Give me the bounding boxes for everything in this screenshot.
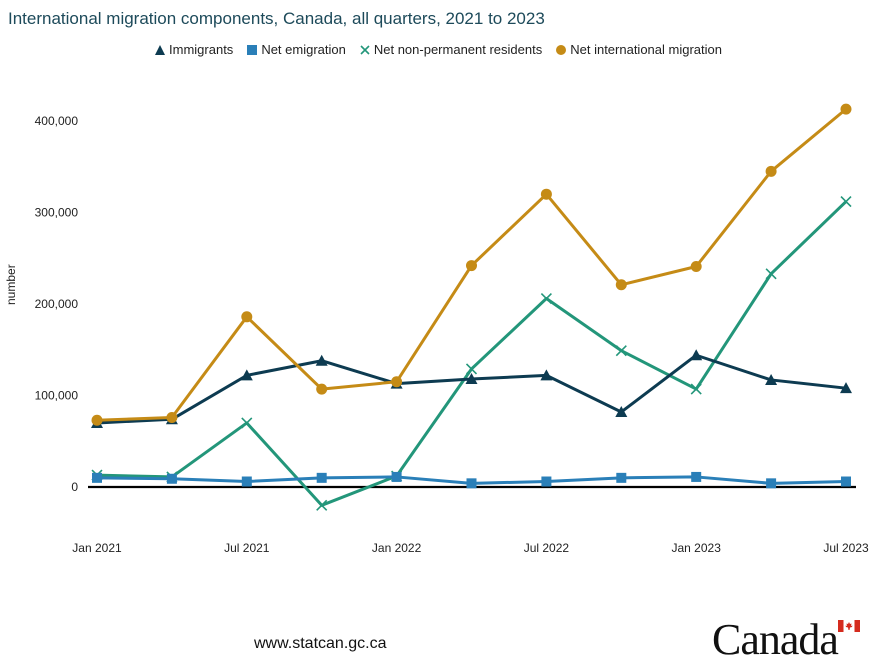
data-point xyxy=(540,369,553,381)
data-point xyxy=(615,345,627,357)
data-point xyxy=(466,478,477,489)
x-marker-icon xyxy=(360,44,370,55)
data-point xyxy=(766,478,777,489)
square-marker-icon xyxy=(247,44,258,55)
plot-area: 0 100,000 200,000 300,000 400,000 Jan 2021 Jul… xyxy=(35,103,869,555)
data-point xyxy=(91,414,103,426)
data-point xyxy=(690,383,702,395)
chart-title: International migration components, Cana… xyxy=(8,9,545,28)
data-point xyxy=(241,417,253,429)
data-point xyxy=(241,311,253,323)
x-tick-label: Jul 2022 xyxy=(524,541,570,555)
data-point xyxy=(316,499,328,511)
data-point xyxy=(391,471,402,482)
legend-item-immigrants[interactable]: Immigrants xyxy=(155,42,233,57)
data-point xyxy=(616,472,627,483)
legend: Immigrants Net emigration Net non-perman… xyxy=(0,42,877,57)
data-point xyxy=(840,103,852,115)
y-tick-label: 100,000 xyxy=(35,389,79,403)
y-tick-label: 0 xyxy=(71,480,78,494)
legend-item-net-emigration[interactable]: Net emigration xyxy=(247,42,346,57)
circle-marker-icon xyxy=(556,44,567,55)
legend-label: Net emigration xyxy=(261,42,346,57)
data-point xyxy=(765,373,778,385)
legend-label: Net non-permanent residents xyxy=(373,42,543,57)
legend-label: Net international migration xyxy=(570,42,722,57)
y-tick-label: 200,000 xyxy=(35,297,79,311)
series-line xyxy=(96,200,848,507)
data-point xyxy=(465,363,478,375)
footer-url[interactable]: www.statcan.gc.ca xyxy=(254,635,387,652)
data-point xyxy=(540,188,552,200)
data-point xyxy=(691,471,702,482)
data-point xyxy=(765,268,777,280)
data-point xyxy=(690,260,702,272)
x-tick-label: Jul 2021 xyxy=(224,541,270,555)
data-point xyxy=(391,376,403,388)
y-tick-label: 400,000 xyxy=(35,114,79,128)
data-point xyxy=(841,476,851,487)
data-point xyxy=(840,382,852,394)
data-point xyxy=(690,349,703,361)
x-tick-label: Jan 2022 xyxy=(372,541,422,555)
data-point xyxy=(166,473,177,484)
data-point xyxy=(765,165,777,177)
canada-wordmark: Canada xyxy=(712,615,839,664)
x-tick-label: Jan 2023 xyxy=(672,541,722,555)
data-point xyxy=(466,260,477,272)
data-point xyxy=(316,472,327,483)
legend-label: Immigrants xyxy=(169,42,234,57)
x-tick-label: Jan 2021 xyxy=(72,541,122,555)
triangle-marker-icon xyxy=(155,44,166,55)
x-tick-label: Jul 2023 xyxy=(823,541,869,555)
data-point xyxy=(241,476,252,487)
legend-item-net-international[interactable]: Net international migration xyxy=(556,42,722,57)
data-point xyxy=(92,472,102,483)
y-tick-label: 300,000 xyxy=(35,206,79,220)
data-point xyxy=(465,373,478,385)
legend-item-net-npr[interactable]: Net non-permanent residents xyxy=(360,42,542,57)
data-point xyxy=(615,405,628,417)
canada-flag-icon xyxy=(838,620,860,632)
data-point xyxy=(315,354,328,366)
data-point xyxy=(541,476,552,487)
data-point xyxy=(316,383,328,395)
data-point xyxy=(540,292,552,305)
data-point xyxy=(166,411,178,423)
data-point xyxy=(240,369,253,381)
data-point xyxy=(840,195,852,208)
data-point xyxy=(615,279,627,291)
